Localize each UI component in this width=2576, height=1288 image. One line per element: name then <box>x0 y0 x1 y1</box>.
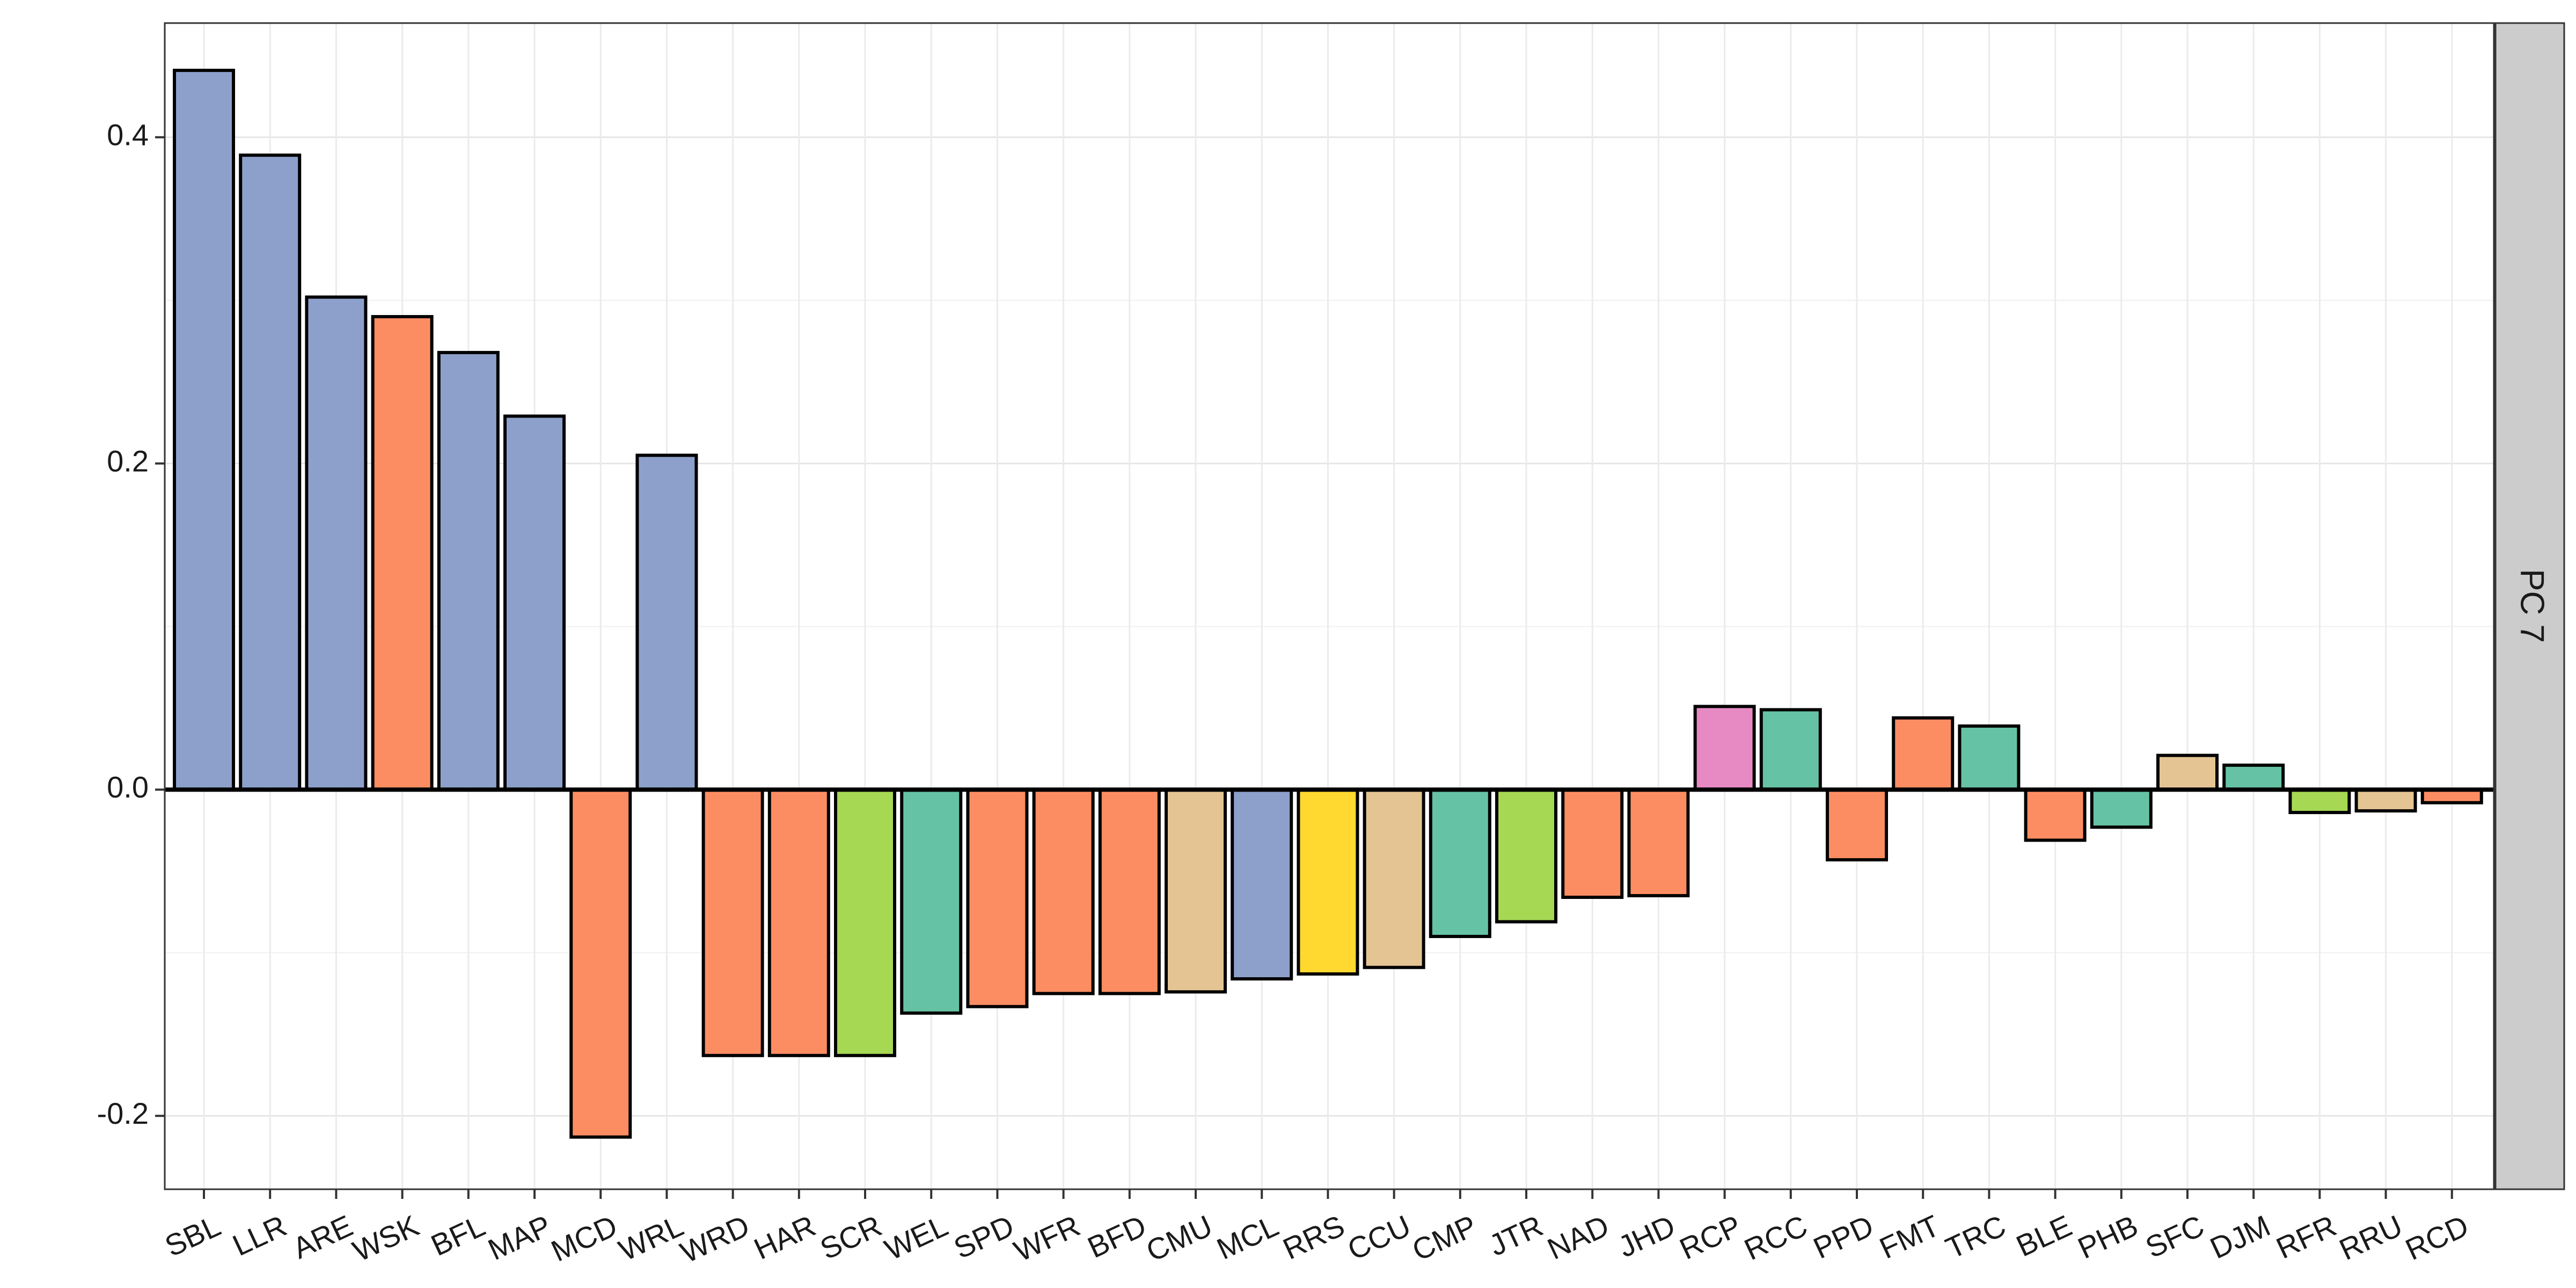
bar-map <box>503 414 566 792</box>
x-tick-label: BFD <box>1082 1209 1151 1264</box>
y-tick-label: 0.4 <box>107 118 149 152</box>
bar-rrs <box>1297 788 1359 976</box>
x-tick-label: PPD <box>1808 1209 1878 1265</box>
x-tick-label: RRU <box>2334 1209 2407 1267</box>
bar-fmt <box>1892 716 1955 792</box>
bar-are <box>305 295 368 792</box>
bar-wel <box>900 788 963 1015</box>
x-tick-label: PHB <box>2073 1209 2143 1265</box>
x-tick-label: SBL <box>160 1209 226 1263</box>
bars <box>173 69 2483 1139</box>
x-tick-label: LLR <box>228 1209 292 1263</box>
y-tick-label: -0.2 <box>97 1096 149 1130</box>
bar-trc <box>1958 724 2021 792</box>
bar-scr <box>834 788 896 1057</box>
x-tick-label: JTR <box>1484 1209 1548 1262</box>
bar-cmp <box>1429 788 1491 938</box>
x-tick-label: WRD <box>675 1209 755 1270</box>
bar-jhd <box>1627 788 1690 897</box>
x-tick-label: WEL <box>880 1209 953 1267</box>
x-tick-label: SPD <box>949 1209 1019 1265</box>
x-tick-label: MCL <box>1212 1209 1284 1266</box>
x-tick-label: HAR <box>749 1209 821 1266</box>
bar-ble <box>2024 788 2087 842</box>
facet-strip-label: PC 7 <box>2514 569 2551 643</box>
x-tick-label: RFR <box>2271 1209 2341 1265</box>
y-axis: -0.2 0.0 0.2 0.4 <box>97 118 165 1130</box>
y-tick-label: 0.2 <box>107 444 149 478</box>
x-tick-label: RRS <box>1278 1209 1350 1266</box>
bar-llr <box>239 153 302 792</box>
bar-wsk <box>371 315 434 792</box>
bar-phb <box>2090 788 2153 829</box>
bar-wrd <box>701 788 764 1057</box>
bar-wrl <box>635 453 698 792</box>
x-tick-label: WFR <box>1009 1209 1085 1268</box>
bar-wfr <box>1032 788 1095 996</box>
bar-ccu <box>1363 788 1425 969</box>
x-tick-label: FMT <box>1875 1209 1945 1265</box>
x-tick-label: MCD <box>546 1209 622 1268</box>
bar-ppd <box>1826 788 1888 862</box>
x-tick-label: NAD <box>1542 1209 1614 1266</box>
x-tick-label: BLE <box>2011 1209 2077 1263</box>
x-tick-label: ARE <box>288 1209 358 1265</box>
bar-sfc <box>2156 753 2219 792</box>
x-tick-label: BFL <box>426 1209 490 1263</box>
bar-mcl <box>1231 788 1293 980</box>
bar-spd <box>966 788 1029 1008</box>
x-tick-label: WSK <box>348 1209 424 1268</box>
bar-rru <box>2354 788 2417 813</box>
x-tick-label: TRC <box>1941 1209 2011 1265</box>
bar-sbl <box>173 69 235 792</box>
bar-rfr <box>2288 788 2351 814</box>
facet-strip <box>2494 22 2565 1190</box>
y-tick-label: 0.0 <box>107 770 149 804</box>
x-tick-label: DJM <box>2205 1209 2275 1265</box>
bar-bfl <box>437 350 500 792</box>
bar-nad <box>1561 788 1624 899</box>
x-tick-label: CMP <box>1407 1209 1482 1268</box>
bar-har <box>767 788 830 1057</box>
bar-mcd <box>569 788 632 1139</box>
x-tick-label: SFC <box>2140 1209 2209 1264</box>
bar-djm <box>2222 763 2285 792</box>
bar-cmu <box>1165 788 1227 994</box>
x-tick-label: CMU <box>1141 1209 1217 1268</box>
bar-rcp <box>1693 705 1756 792</box>
bar-bfd <box>1098 788 1161 996</box>
x-tick-label: JHD <box>1613 1209 1680 1264</box>
bar-rcc <box>1759 708 1822 792</box>
x-tick-label: CCU <box>1342 1209 1416 1267</box>
x-tick-label: RCC <box>1739 1209 1813 1267</box>
x-tick-label: RCD <box>2401 1209 2474 1267</box>
x-tick-label: SCR <box>815 1209 887 1266</box>
x-tick-label: MAP <box>483 1209 557 1267</box>
bar-jtr <box>1495 788 1557 924</box>
plot-panel-border <box>164 22 2495 1190</box>
x-tick-label: RCP <box>1674 1209 1746 1266</box>
